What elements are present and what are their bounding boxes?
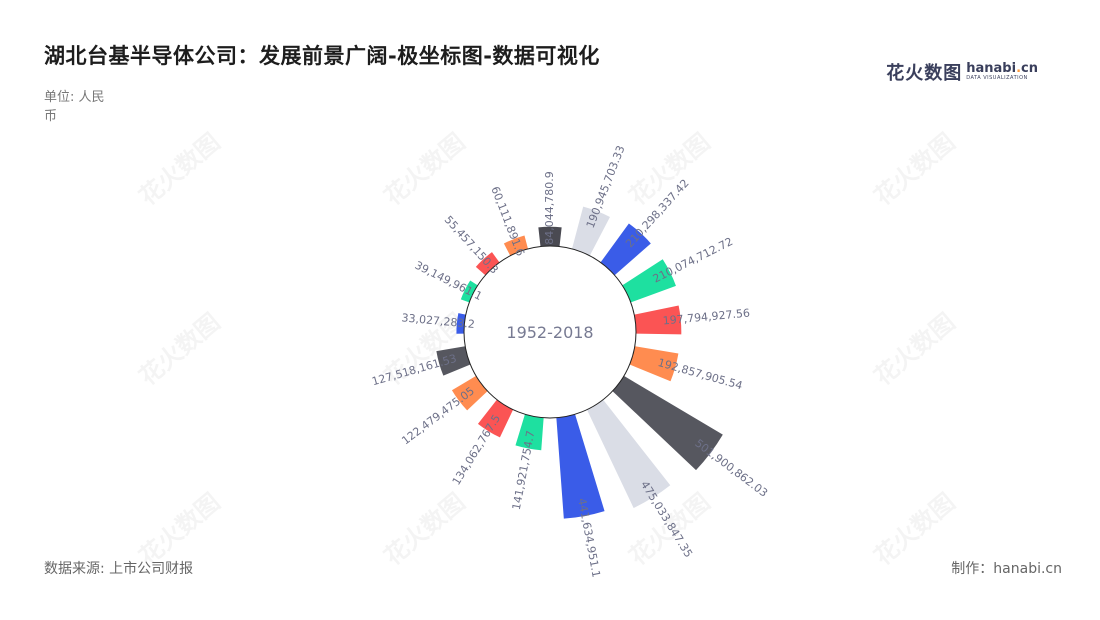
bar-value-label: 84,044,780.9 [543,171,556,244]
bar-value-label: 122,479,475.05 [399,384,477,447]
bar-value-label: 210,074,712.72 [651,235,735,286]
bar-value-label: 33,027,283.2 [401,311,475,331]
polar-bar[interactable] [634,305,682,335]
bar-value-label: 210,298,337.42 [623,177,692,250]
polar-bar[interactable] [436,346,471,376]
logo-en-sub: DATA VISUALIZATION [966,75,1028,81]
polar-bar[interactable] [460,280,478,303]
polar-bar[interactable] [477,399,514,438]
inner-circle [463,245,637,419]
polar-bar[interactable] [572,206,610,256]
bar-value-label: 39,149,961.1 [413,259,485,303]
polar-bar[interactable] [456,313,466,334]
polar-bar[interactable] [622,259,676,303]
maker-credit: 制作：hanabi.cn [951,561,1062,577]
bar-value-label: 141,921,754.7 [510,430,538,512]
logo-cn-text: 花火数图 [886,63,963,84]
polar-bar[interactable] [475,252,500,276]
polar-bar[interactable] [629,346,679,382]
center-label: 1952-2018 [506,323,593,342]
chart-title: 湖北台基半导体公司：发展前景广阔-极坐标图-数据可视化 [44,44,600,68]
polar-bar[interactable] [600,223,651,276]
bar-value-label: 55,457,150.3 [442,213,501,276]
logo-en-main: hanabi.cn [966,61,1038,76]
polar-bar[interactable] [586,399,671,508]
polar-bar[interactable] [515,414,544,451]
polar-bar[interactable] [556,414,605,519]
brand-logo: 花火数图 hanabi.cn DATA VISUALIZATION [886,60,1038,84]
data-source: 数据来源: 上市公司财报 [44,561,194,577]
bar-value-label: 134,062,767.5 [450,412,503,487]
unit-label: 单位: 人民币 [44,90,105,124]
polar-bar[interactable] [612,375,723,471]
logo-en: hanabi.cn DATA VISUALIZATION [966,62,1038,82]
polar-bar[interactable] [451,375,488,411]
polar-bar[interactable] [538,226,562,247]
bar-value-label: 475,033,847.35 [638,479,695,560]
bar-value-label: 501,900,862.03 [692,437,770,500]
